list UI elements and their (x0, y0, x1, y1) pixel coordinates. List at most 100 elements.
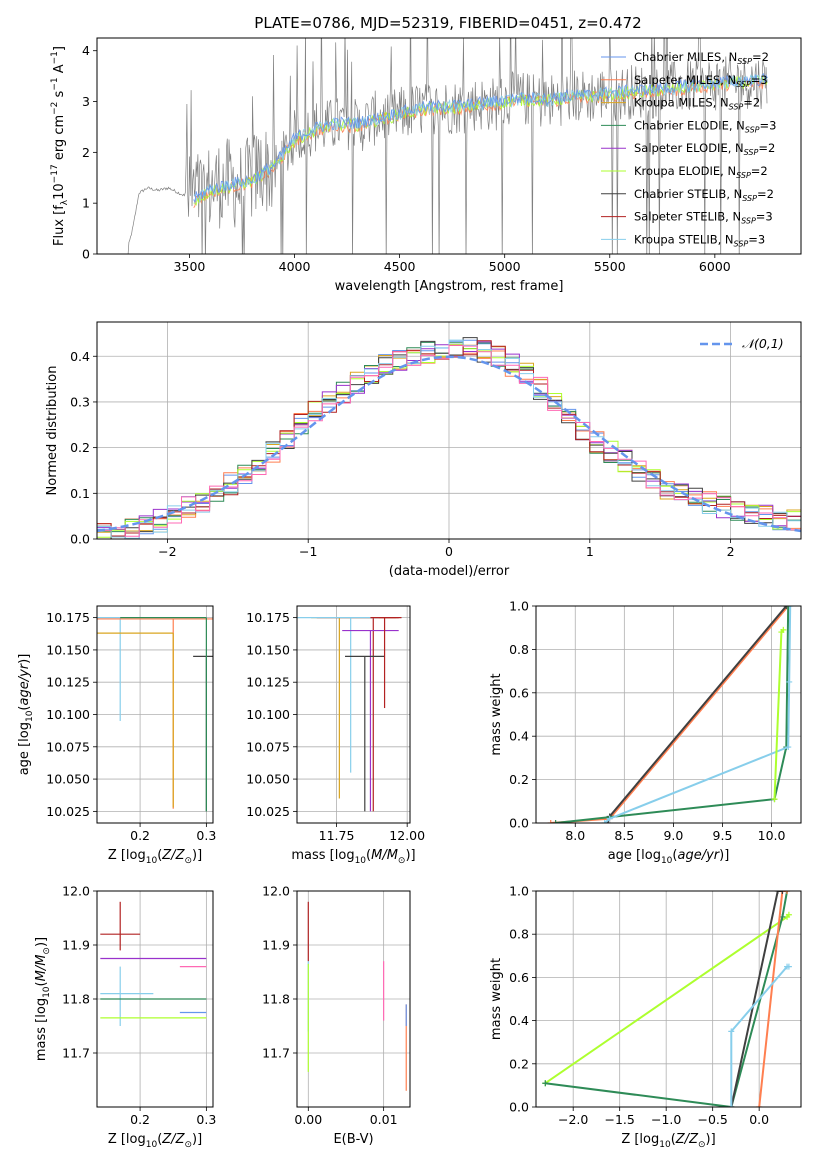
error-bar-point (97, 632, 174, 808)
error-bar-point (97, 617, 121, 721)
mass-weight-marker (785, 744, 792, 751)
cumw_vs_age-plot-area (547, 606, 794, 823)
error-bar-point (297, 617, 379, 773)
mass-weight-marker (783, 606, 790, 609)
mass_vs_Z-plot-area (100, 901, 207, 1026)
axes-frame (296, 605, 411, 824)
x-axis-label: E(B-V) (333, 1132, 373, 1147)
x-tick-label: −1.5 (605, 1112, 635, 1127)
mass-weight-line (545, 891, 789, 1107)
y-tick-label: 12.0 (62, 884, 90, 899)
y-tick-label: 0 (82, 247, 90, 262)
mass-weight-line (555, 606, 790, 823)
x-axis-label: mass [log10(M/M⊙)] (291, 848, 415, 866)
mass-weight-marker (606, 815, 613, 822)
x-tick-label: 5500 (594, 259, 626, 274)
mass-weight-marker (785, 911, 792, 918)
figure-title: PLATE=0786, MJD=52319, FIBERID=0451, z=0… (254, 14, 641, 32)
mass-weight-line (758, 891, 788, 1107)
age-vs-metallicity-panel: 0.2 0.3 10.025 10.050 10.075 10.100 10.125 10.1… (17, 605, 216, 866)
y-tick-label: 10.125 (46, 675, 90, 690)
y-tick-label: 1.0 (509, 884, 529, 899)
mass-weight-vs-age-panel: 8.0 8.5 9.0 9.5 10.0 0.0 0.2 0.4 0.6 0.8 1.0 age [l… (489, 599, 802, 866)
age_vs_mass-plot-area (297, 617, 402, 812)
y-tick-label: 0.0 (70, 532, 90, 547)
y-tick-label: 3 (82, 94, 90, 109)
residuals-plot-area (97, 337, 801, 539)
y-tick-label: 0.8 (509, 927, 529, 942)
x-tick-label: 6000 (699, 259, 731, 274)
spectrum-plot-area (126, 38, 768, 254)
residual-histogram (97, 344, 801, 539)
x-tick-label: 0 (445, 544, 453, 559)
y-tick-label: 0.6 (509, 685, 529, 700)
mass-weight-marker (771, 796, 778, 803)
x-tick-label: 0.00 (294, 1112, 322, 1127)
y-tick-label: 11.9 (262, 938, 290, 953)
y-axis-label: age [log10(age/yr)] (17, 654, 35, 776)
y-tick-label: 11.8 (62, 992, 90, 1007)
y-axis-label: mass weight (489, 958, 504, 1040)
y-axis-label: mass [log10(M/M⊙)] (34, 937, 52, 1061)
x-tick-label: 10.0 (758, 828, 786, 843)
y-tick-label: 10.075 (46, 739, 90, 754)
x-tick-label: 9.0 (663, 828, 683, 843)
y-tick-label: 11.8 (262, 992, 290, 1007)
spectrum-legend: Chabrier MILES, NSSP=2 Salpeter MILES, NS… (601, 50, 776, 248)
mass-weight-series (552, 606, 792, 823)
y-tick-label: 0.2 (509, 772, 529, 787)
x-tick-label: 0.2 (130, 828, 150, 843)
mass-weight-marker (756, 1104, 763, 1107)
mass-weight-vs-metallicity-panel: −2.0 −1.5 −1.0 −0.5 0.0 0.0 0.2 0.4 0.6 0.8 1.0 Z [… (489, 884, 802, 1150)
residuals-panel: −2 −1 0 1 2 0.0 0.1 0.2 0.3 0.4 (data-model)/error… (45, 321, 802, 579)
axes-frame (535, 890, 802, 1108)
error-bar-point (100, 901, 141, 951)
x-tick-label: 1 (586, 544, 594, 559)
mass-weight-marker (601, 820, 608, 823)
legend-label: Salpeter STELIB, NSSP=3 (634, 210, 773, 226)
y-tick-label: 10.100 (46, 707, 90, 722)
x-tick-label: 12.00 (389, 828, 425, 843)
y-tick-label: 10.175 (246, 610, 290, 625)
legend-label: 𝒩(0,1) (742, 336, 784, 351)
mass-vs-extinction-panel: 0.00 0.01 11.7 11.8 11.9 12.0 E(B-V) (262, 884, 411, 1147)
axes-frame (96, 890, 214, 1108)
gaussian-reference-curve (97, 355, 801, 533)
y-axis-label: Flux [fλ10−17 erg cm−2 s−1 A−1] (50, 46, 70, 246)
y-tick-label: 10.025 (246, 804, 290, 819)
axes-frame (296, 890, 411, 1108)
mass-weight-marker (774, 891, 781, 894)
y-tick-label: 10.075 (246, 739, 290, 754)
y-tick-label: 0.3 (70, 394, 90, 409)
mass-weight-marker (787, 606, 794, 609)
x-tick-label: 5000 (489, 259, 521, 274)
y-axis-label: mass weight (489, 673, 504, 755)
y-tick-label: 10.150 (46, 642, 90, 657)
x-axis-label: Z [log10(Z/Z⊙)] (108, 848, 202, 866)
error-bar-point (120, 617, 207, 812)
x-axis-label: (data-model)/error (389, 564, 510, 579)
error-bar-point (311, 617, 396, 799)
x-tick-label: −1.0 (651, 1112, 681, 1127)
x-tick-label: 4000 (279, 259, 311, 274)
mass-vs-metallicity-panel: 0.2 0.3 11.7 11.8 11.9 12.0 Z [log10(Z/Z⊙)] mas… (34, 884, 216, 1151)
residuals-legend: 𝒩(0,1) (700, 336, 784, 351)
y-tick-label: 10.050 (46, 772, 90, 787)
y-tick-label: 0.2 (509, 1056, 529, 1071)
y-tick-label: 1.0 (509, 599, 529, 614)
mass-weight-marker (784, 891, 791, 894)
x-tick-label: 3500 (174, 259, 206, 274)
axes-frame (96, 321, 802, 540)
mass-weight-line (730, 965, 789, 1107)
mass-weight-marker (728, 1104, 735, 1107)
mass-weight-marker (552, 820, 559, 823)
age_vs_Z-plot-area (97, 617, 213, 812)
x-tick-label: 4500 (384, 259, 416, 274)
x-tick-label: 8.0 (565, 828, 585, 843)
y-tick-label: 11.7 (262, 1046, 290, 1061)
x-tick-label: 0.0 (749, 1112, 769, 1127)
mass-weight-line (544, 914, 790, 1085)
y-tick-label: 0.0 (509, 1100, 529, 1115)
y-tick-label: 1 (82, 196, 90, 211)
x-tick-label: 8.5 (614, 828, 634, 843)
